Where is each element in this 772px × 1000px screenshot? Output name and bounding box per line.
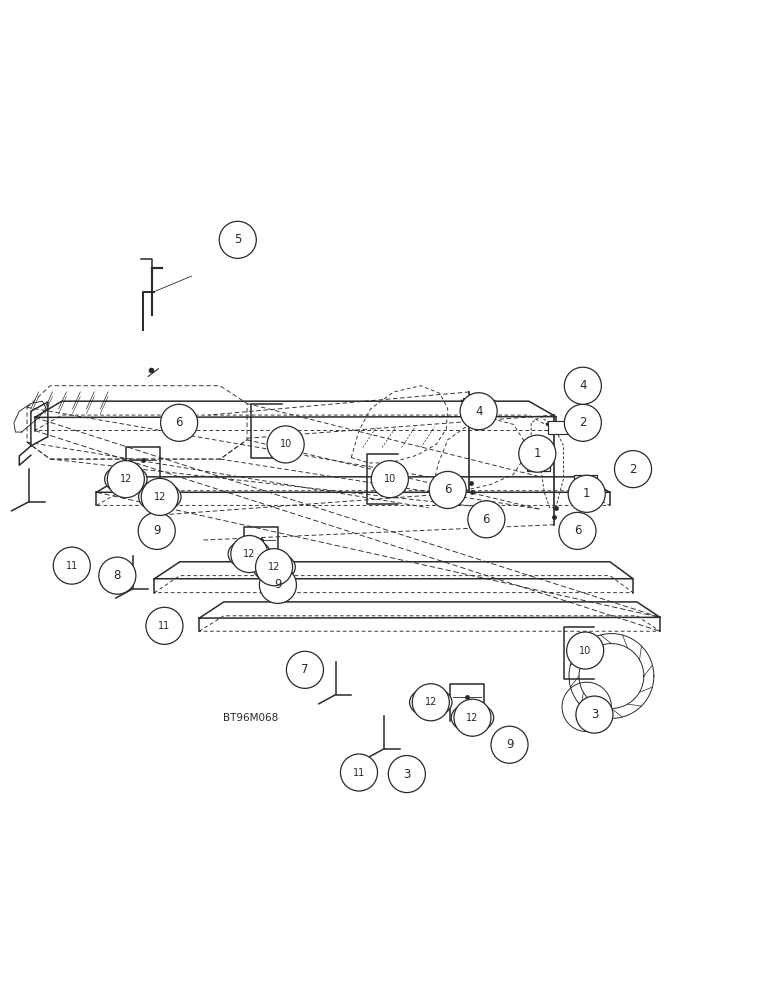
Circle shape [138,512,175,549]
Text: 10: 10 [579,646,591,656]
Text: 12: 12 [154,492,165,501]
Text: 4: 4 [579,379,587,392]
Text: 10: 10 [279,439,292,449]
Text: 12: 12 [268,562,280,572]
Circle shape [141,478,178,515]
Circle shape [615,451,652,488]
Text: 2: 2 [579,416,587,429]
Circle shape [388,756,425,793]
Text: 12: 12 [425,698,436,707]
Circle shape [412,684,449,721]
Text: 12: 12 [120,475,131,484]
Circle shape [99,557,136,594]
Text: 12: 12 [244,550,255,559]
Text: 8: 8 [113,569,121,582]
Text: 11: 11 [66,561,78,571]
Circle shape [231,536,268,573]
Text: 12: 12 [154,492,166,502]
Ellipse shape [105,464,147,494]
Ellipse shape [451,703,494,732]
Text: 4: 4 [475,405,482,418]
Circle shape [340,754,378,791]
Circle shape [491,726,528,763]
Text: 6: 6 [175,416,183,429]
Text: 11: 11 [353,768,365,778]
Text: 3: 3 [591,708,598,721]
Circle shape [107,461,144,498]
Circle shape [429,471,466,508]
Circle shape [460,393,497,430]
Text: 11: 11 [158,621,171,631]
Text: 1: 1 [533,447,541,460]
Ellipse shape [139,482,181,512]
Bar [548,421,571,434]
Circle shape [146,607,183,644]
Ellipse shape [409,688,452,717]
Circle shape [259,566,296,603]
Bar [463,398,486,410]
Text: 3: 3 [403,768,411,781]
Ellipse shape [252,552,295,582]
Text: 12: 12 [269,563,279,572]
Text: BT96M068: BT96M068 [223,713,279,723]
Circle shape [371,461,408,498]
Circle shape [564,404,601,441]
Bar [574,475,597,498]
Bar [527,448,550,471]
Text: 5: 5 [234,233,242,246]
Circle shape [454,699,491,736]
Circle shape [568,475,605,512]
Text: 6: 6 [482,513,490,526]
Circle shape [286,651,323,688]
Text: 12: 12 [243,549,256,559]
Circle shape [559,512,596,549]
Circle shape [256,549,293,586]
Text: 7: 7 [301,663,309,676]
Ellipse shape [229,539,270,569]
Text: 2: 2 [629,463,637,476]
Circle shape [53,547,90,584]
Circle shape [219,221,256,258]
Circle shape [576,696,613,733]
Circle shape [519,435,556,472]
Text: 9: 9 [506,738,513,751]
Text: 9: 9 [153,524,161,537]
Circle shape [564,367,601,404]
Circle shape [267,426,304,463]
Text: 12: 12 [120,474,132,484]
Text: 6: 6 [574,524,581,537]
Circle shape [567,632,604,669]
Text: 6: 6 [444,483,452,496]
Text: 9: 9 [274,578,282,591]
Text: 12: 12 [467,713,478,722]
Text: 10: 10 [384,474,396,484]
Text: 12: 12 [466,713,479,723]
Text: 1: 1 [583,487,591,500]
Circle shape [161,404,198,441]
Text: 12: 12 [425,697,437,707]
Circle shape [468,501,505,538]
